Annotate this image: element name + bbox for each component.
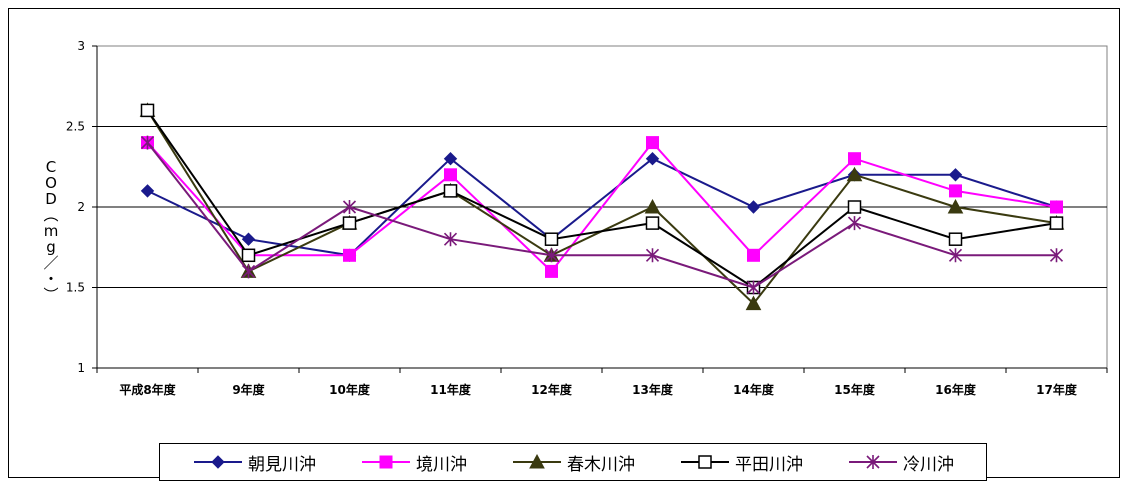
x-tick-label: 15年度 — [834, 382, 876, 397]
data-point — [645, 248, 660, 263]
data-point — [241, 264, 256, 279]
legend-swatch — [513, 453, 561, 469]
data-point — [342, 216, 357, 230]
x-tick-label: 平成8年度 — [119, 382, 176, 397]
data-point — [947, 198, 964, 214]
data-point — [443, 151, 458, 166]
data-point — [241, 232, 256, 246]
data-point — [948, 248, 963, 263]
x-tick-label: 12年度 — [531, 382, 573, 397]
data-point — [645, 216, 660, 230]
data-point — [746, 200, 761, 214]
y-axis-label-char: ／ — [43, 254, 59, 272]
data-point — [746, 280, 761, 295]
y-axis-label-char: ︶ — [43, 286, 59, 304]
y-axis-label-char: m — [43, 222, 59, 240]
y-tick-label: 3 — [77, 39, 85, 53]
data-point — [1049, 248, 1064, 263]
legend-item-4: 平田川沖 — [679, 450, 803, 475]
y-axis-label-char: g — [46, 238, 56, 256]
data-point — [343, 248, 356, 262]
series-line-5 — [146, 141, 1057, 289]
data-point — [544, 232, 559, 246]
legend-marker — [379, 455, 393, 469]
legend-item-2: 境川沖 — [360, 450, 467, 475]
data-point — [846, 166, 863, 182]
data-point — [544, 248, 559, 263]
data-point — [443, 184, 458, 198]
y-tick-label: 2 — [77, 200, 85, 214]
series-markers-5 — [140, 135, 1064, 295]
x-tick-label: 16年度 — [935, 382, 977, 397]
data-point — [1050, 200, 1063, 214]
data-point — [444, 168, 457, 182]
y-axis-label-char: ︵ — [43, 206, 59, 224]
legend-label: 春木川沖 — [567, 454, 635, 475]
legend-swatch — [849, 455, 897, 469]
data-point — [646, 136, 659, 150]
data-point — [342, 200, 357, 214]
legend-swatch — [362, 455, 410, 469]
data-point — [443, 232, 458, 247]
legend-item-3: 春木川沖 — [511, 450, 635, 475]
data-point — [241, 248, 256, 263]
legend: 朝見川沖 境川沖 春木川沖 平田川沖 冷川沖 — [159, 443, 987, 481]
legend-swatch — [681, 455, 729, 469]
legend-marker — [211, 455, 225, 469]
y-tick-label: 2.5 — [66, 120, 85, 134]
x-tick-label: 17年度 — [1036, 382, 1078, 397]
legend-item-5: 冷川沖 — [847, 450, 954, 475]
data-point — [745, 295, 762, 311]
data-point — [140, 135, 155, 150]
y-axis-label-char: C — [45, 158, 57, 176]
legend-label: 冷川沖 — [903, 454, 954, 475]
series-line-2 — [146, 141, 1057, 273]
line-chart: 1 1.5 2 2.5 3 平成8年度 9年度 10年度 11年度 12年度 13年度 14年度 15年… — [66, 39, 1108, 397]
y-axis-label: C O D ︵ m g ／・ ︶ — [41, 159, 61, 303]
legend-marker — [698, 455, 712, 469]
data-point — [645, 151, 660, 166]
data-point — [847, 200, 862, 214]
x-tick-label: 11年度 — [430, 382, 472, 397]
legend-label: 平田川沖 — [735, 454, 803, 475]
x-tick-label: 10年度 — [329, 382, 371, 397]
legend-marker — [529, 453, 545, 469]
data-point — [140, 184, 155, 198]
legend-label: 境川沖 — [416, 454, 467, 475]
legend-marker — [866, 455, 880, 469]
y-axis-label-char: ・ — [43, 270, 59, 288]
legend-label: 朝見川沖 — [248, 454, 316, 475]
data-point — [747, 248, 760, 262]
data-point — [847, 216, 862, 231]
data-point — [949, 184, 962, 198]
y-tick-label: 1.5 — [66, 281, 85, 295]
data-point — [545, 264, 558, 278]
data-point — [1049, 216, 1064, 230]
data-point — [948, 232, 963, 246]
legend-swatch — [194, 455, 242, 469]
data-point — [948, 168, 963, 182]
y-tick-label: 1 — [77, 361, 85, 375]
y-axis-label-char: O — [45, 174, 57, 192]
x-tick-label: 13年度 — [632, 382, 674, 397]
y-axis-label-char: D — [45, 190, 57, 208]
chart-frame: 1 1.5 2 2.5 3 平成8年度 9年度 10年度 11年度 12年度 13年度 14年度 15年… — [8, 8, 1120, 481]
series-markers-2 — [141, 136, 1063, 278]
data-point — [848, 152, 861, 166]
series-markers-4 — [140, 103, 1064, 295]
data-point — [644, 198, 661, 214]
legend-item-1: 朝見川沖 — [192, 450, 316, 475]
data-point — [140, 103, 155, 118]
x-tick-label: 14年度 — [733, 382, 775, 397]
x-tick-label: 9年度 — [232, 382, 265, 397]
